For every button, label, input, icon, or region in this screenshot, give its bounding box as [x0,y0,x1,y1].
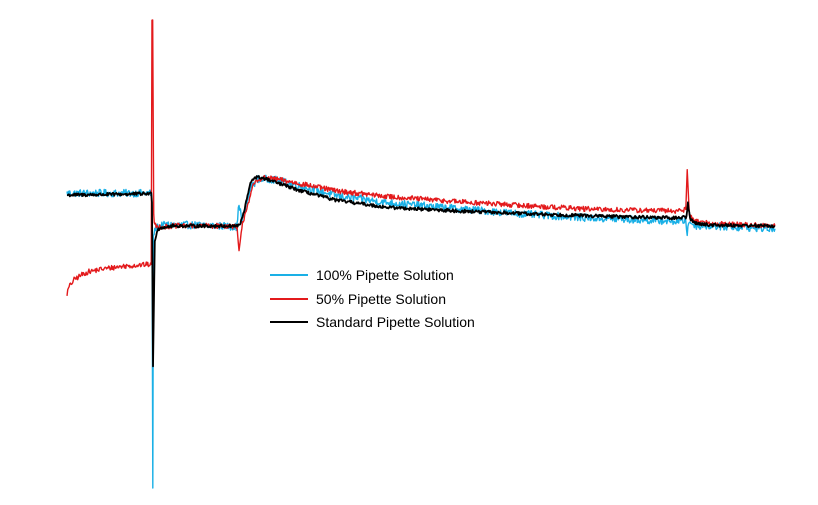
legend-item-standard: Standard Pipette Solution [270,314,475,330]
legend-label-100-percent: 100% Pipette Solution [316,267,454,283]
legend-item-50-percent: 50% Pipette Solution [270,291,446,307]
legend-label-50-percent: 50% Pipette Solution [316,291,446,307]
legend: 100% Pipette Solution 50% Pipette Soluti… [270,267,475,330]
legend-label-standard: Standard Pipette Solution [316,314,475,330]
series-line-50-percent [66,19,776,296]
series-layer [66,19,776,489]
legend-item-100-percent: 100% Pipette Solution [270,267,454,283]
series-line-100-percent [66,174,776,489]
series-line-standard [66,175,776,368]
